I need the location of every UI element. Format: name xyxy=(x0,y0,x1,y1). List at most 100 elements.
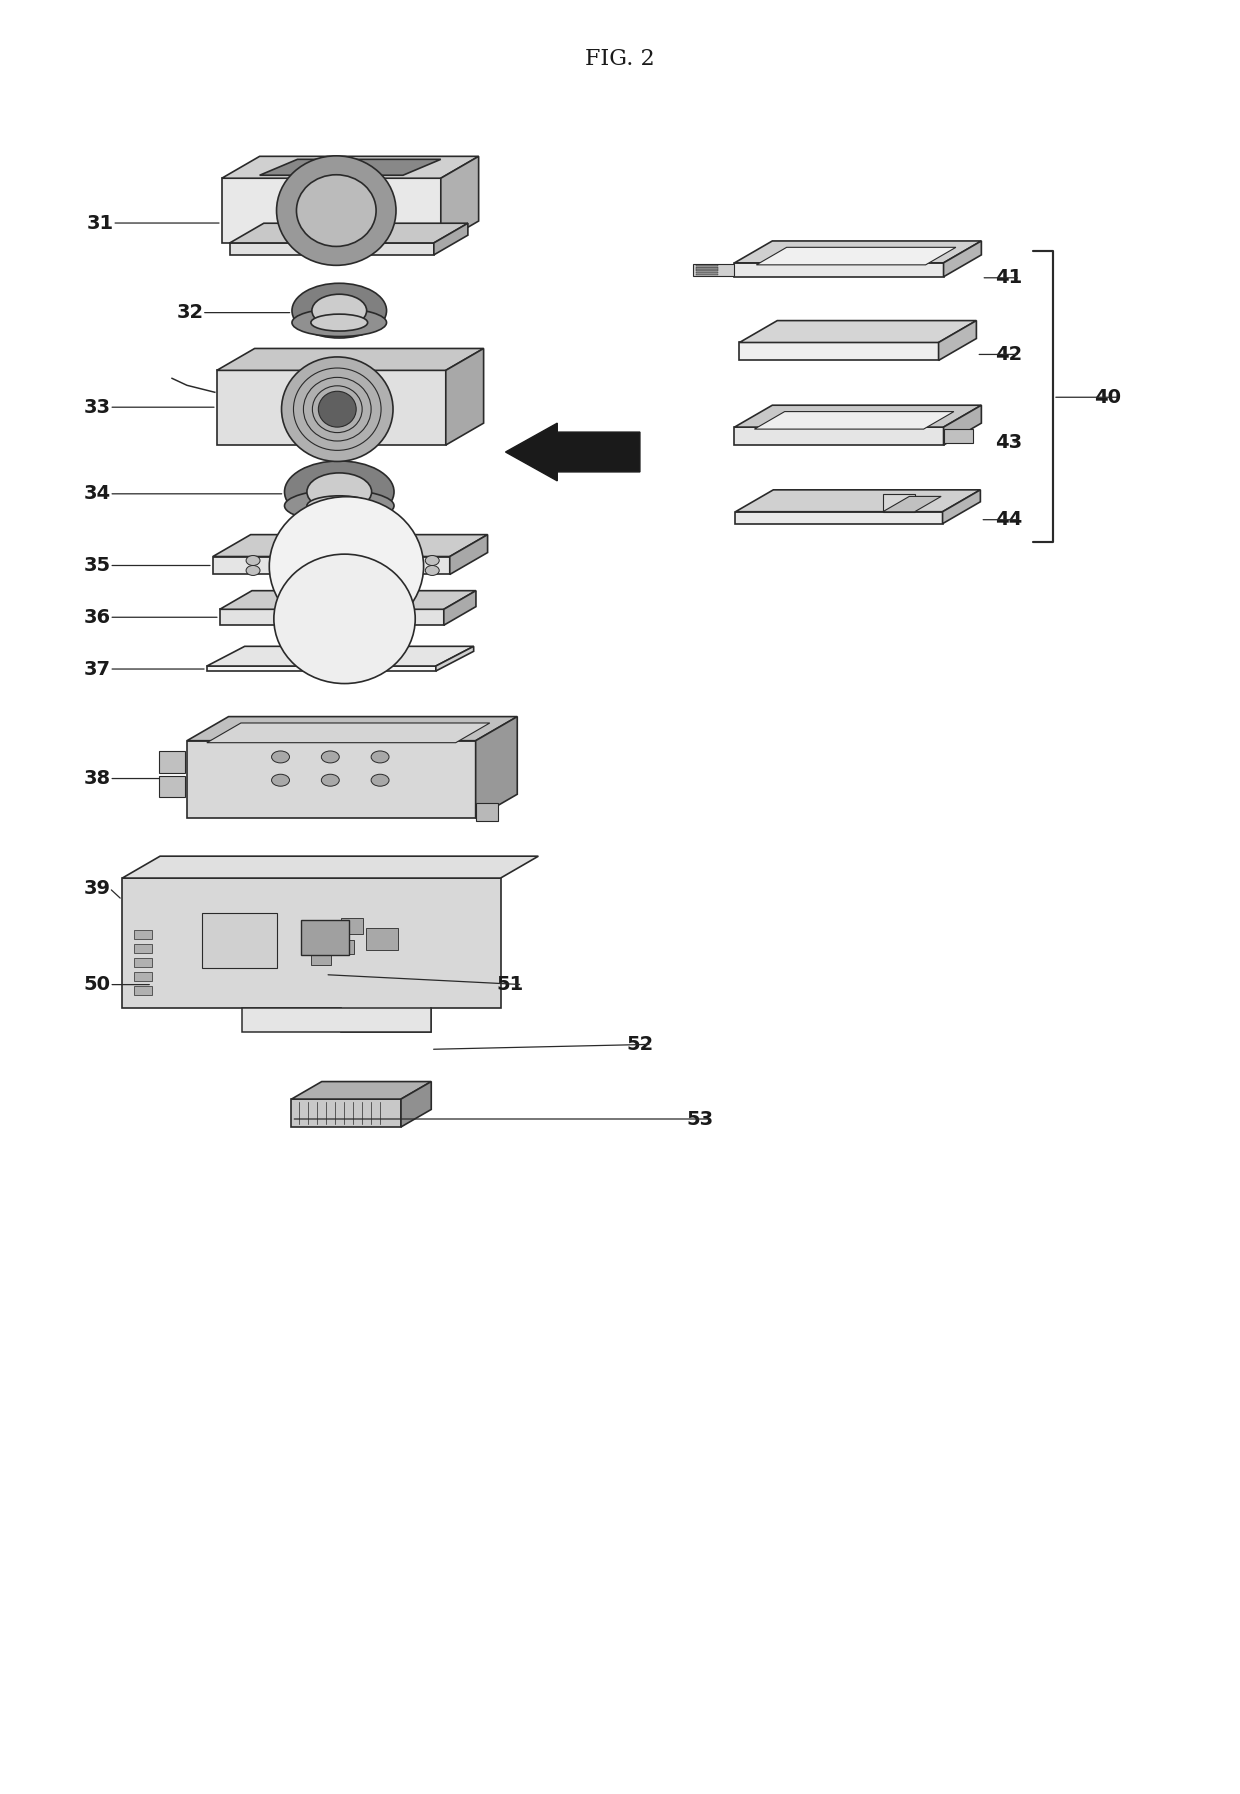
Text: 52: 52 xyxy=(626,1035,653,1053)
Bar xyxy=(311,949,331,965)
Text: 36: 36 xyxy=(84,608,110,626)
Ellipse shape xyxy=(425,556,439,565)
Polygon shape xyxy=(217,348,484,370)
FancyArrow shape xyxy=(506,423,640,481)
Text: 33: 33 xyxy=(84,398,110,416)
Polygon shape xyxy=(401,1082,432,1127)
Polygon shape xyxy=(123,877,501,1032)
Polygon shape xyxy=(735,511,942,524)
Polygon shape xyxy=(229,242,434,255)
Polygon shape xyxy=(476,804,497,822)
Polygon shape xyxy=(944,240,981,276)
Polygon shape xyxy=(259,160,440,176)
Polygon shape xyxy=(213,535,487,556)
Bar xyxy=(134,944,153,953)
Ellipse shape xyxy=(296,174,376,246)
Ellipse shape xyxy=(321,775,340,786)
Ellipse shape xyxy=(371,775,389,786)
Text: 37: 37 xyxy=(84,660,110,678)
Polygon shape xyxy=(756,248,956,266)
Polygon shape xyxy=(435,646,474,671)
Ellipse shape xyxy=(246,556,260,565)
Ellipse shape xyxy=(281,357,393,461)
Text: 32: 32 xyxy=(176,303,203,323)
Ellipse shape xyxy=(274,554,415,684)
Text: 53: 53 xyxy=(686,1109,713,1128)
Polygon shape xyxy=(291,1082,432,1100)
Text: 39: 39 xyxy=(84,879,110,897)
Text: 38: 38 xyxy=(84,770,110,788)
Bar xyxy=(134,985,153,994)
Polygon shape xyxy=(939,321,976,361)
Bar xyxy=(134,972,153,981)
Text: 34: 34 xyxy=(84,484,110,504)
Polygon shape xyxy=(944,405,981,445)
Bar xyxy=(134,958,153,967)
Polygon shape xyxy=(734,240,981,264)
Polygon shape xyxy=(735,490,981,511)
Polygon shape xyxy=(187,741,476,818)
Polygon shape xyxy=(440,156,479,242)
Text: 35: 35 xyxy=(84,556,110,576)
Ellipse shape xyxy=(308,495,372,515)
Polygon shape xyxy=(944,429,973,443)
Polygon shape xyxy=(229,222,467,242)
Bar xyxy=(301,920,350,954)
Text: 44: 44 xyxy=(994,509,1022,529)
Polygon shape xyxy=(883,493,915,511)
Ellipse shape xyxy=(311,314,367,332)
Polygon shape xyxy=(883,497,941,511)
Text: 43: 43 xyxy=(994,432,1022,452)
Bar xyxy=(134,929,153,938)
Ellipse shape xyxy=(277,156,396,266)
Bar xyxy=(336,940,355,954)
Polygon shape xyxy=(734,427,944,445)
Text: 31: 31 xyxy=(87,213,114,233)
Polygon shape xyxy=(754,411,954,429)
Ellipse shape xyxy=(284,490,394,522)
Ellipse shape xyxy=(321,752,340,762)
Polygon shape xyxy=(222,178,440,242)
Ellipse shape xyxy=(246,565,260,576)
Polygon shape xyxy=(219,610,444,626)
Polygon shape xyxy=(207,666,435,671)
Text: FIG. 2: FIG. 2 xyxy=(585,48,655,70)
Polygon shape xyxy=(444,590,476,626)
Ellipse shape xyxy=(291,283,387,337)
Ellipse shape xyxy=(272,752,289,762)
Text: 51: 51 xyxy=(497,976,525,994)
Ellipse shape xyxy=(319,391,356,427)
Polygon shape xyxy=(734,264,944,276)
Polygon shape xyxy=(693,264,734,276)
Polygon shape xyxy=(739,321,976,343)
Polygon shape xyxy=(734,405,981,427)
Polygon shape xyxy=(207,646,474,666)
Polygon shape xyxy=(217,370,446,445)
Ellipse shape xyxy=(308,474,372,511)
Polygon shape xyxy=(207,723,490,743)
Ellipse shape xyxy=(284,461,394,522)
Text: 40: 40 xyxy=(1095,388,1121,407)
Polygon shape xyxy=(942,490,981,524)
Bar xyxy=(366,927,398,949)
Ellipse shape xyxy=(425,565,439,576)
Text: 41: 41 xyxy=(994,269,1022,287)
Polygon shape xyxy=(450,535,487,574)
Polygon shape xyxy=(159,775,185,798)
Polygon shape xyxy=(242,1008,430,1032)
Text: 50: 50 xyxy=(84,976,110,994)
Polygon shape xyxy=(123,856,538,877)
Polygon shape xyxy=(187,716,517,741)
Ellipse shape xyxy=(272,775,289,786)
Bar xyxy=(301,922,330,944)
Polygon shape xyxy=(739,343,939,361)
Ellipse shape xyxy=(291,309,387,337)
Ellipse shape xyxy=(269,497,424,637)
Bar xyxy=(341,919,363,935)
Polygon shape xyxy=(222,156,479,178)
Ellipse shape xyxy=(371,752,389,762)
Polygon shape xyxy=(159,750,185,773)
Polygon shape xyxy=(213,556,450,574)
Text: 42: 42 xyxy=(994,344,1022,364)
Polygon shape xyxy=(291,1100,401,1127)
